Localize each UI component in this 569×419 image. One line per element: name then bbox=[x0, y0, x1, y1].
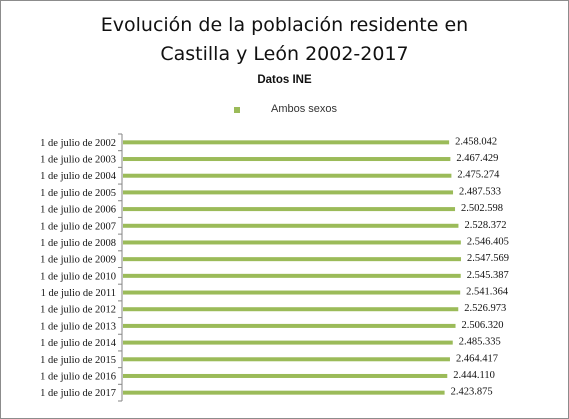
category-label: 1 de julio de 2011 bbox=[41, 288, 116, 299]
bar bbox=[123, 173, 452, 178]
data-label: 2.444.110 bbox=[453, 370, 495, 381]
category-label: 1 de julio de 2017 bbox=[40, 388, 116, 399]
data-label: 2.487.533 bbox=[459, 186, 501, 197]
bar bbox=[123, 323, 456, 328]
data-label: 2.423.875 bbox=[451, 387, 493, 398]
category-label: 1 de julio de 2005 bbox=[40, 188, 116, 199]
bar bbox=[123, 190, 454, 195]
legend-label: Ambos sexos bbox=[271, 103, 338, 115]
bar bbox=[123, 207, 456, 212]
data-label: 2.464.417 bbox=[456, 353, 498, 364]
category-label: 1 de julio de 2007 bbox=[40, 221, 116, 232]
bar bbox=[123, 240, 461, 245]
category-label: 1 de julio de 2013 bbox=[40, 321, 116, 332]
data-label: 2.502.598 bbox=[461, 203, 503, 214]
bar bbox=[123, 257, 461, 262]
category-label: 1 de julio de 2002 bbox=[40, 138, 116, 149]
category-label: 1 de julio de 2003 bbox=[40, 155, 116, 166]
data-label: 2.541.364 bbox=[466, 287, 509, 298]
chart-title-line-1: Evolución de la población residente en bbox=[100, 14, 469, 36]
category-label: 1 de julio de 2009 bbox=[40, 255, 116, 266]
bar bbox=[123, 390, 445, 395]
bar bbox=[123, 373, 448, 378]
category-label: 1 de julio de 2015 bbox=[40, 355, 116, 366]
category-label: 1 de julio de 2010 bbox=[40, 271, 116, 282]
data-label: 2.526.973 bbox=[464, 303, 506, 314]
category-label: 1 de julio de 2008 bbox=[40, 238, 116, 249]
data-label: 2.475.274 bbox=[457, 170, 500, 181]
chart-subtitle: Datos INE bbox=[257, 74, 312, 86]
chart-title: Evolución de la población residente en C… bbox=[1, 11, 568, 69]
data-label: 2.547.569 bbox=[467, 253, 509, 264]
chart-title-line-2: Castilla y León 2002-2017 bbox=[160, 43, 409, 65]
category-label: 1 de julio de 2004 bbox=[40, 171, 117, 182]
data-label: 2.545.387 bbox=[467, 270, 509, 281]
bar bbox=[123, 307, 459, 312]
bar bbox=[123, 273, 461, 278]
category-label: 1 de julio de 2014 bbox=[40, 338, 117, 349]
category-label: 1 de julio de 2016 bbox=[40, 371, 116, 382]
bar bbox=[123, 340, 453, 345]
data-label: 2.485.335 bbox=[459, 337, 501, 348]
category-label: 1 de julio de 2012 bbox=[40, 305, 116, 316]
bar bbox=[123, 223, 459, 228]
bar bbox=[123, 357, 450, 362]
legend-swatch bbox=[234, 107, 240, 113]
data-label: 2.458.042 bbox=[455, 136, 497, 147]
data-label: 2.467.429 bbox=[456, 153, 498, 164]
data-label: 2.506.320 bbox=[462, 320, 504, 331]
data-label: 2.528.372 bbox=[464, 220, 506, 231]
category-label: 1 de julio de 2006 bbox=[40, 205, 116, 216]
bar bbox=[123, 290, 461, 295]
bar bbox=[123, 140, 450, 145]
bar bbox=[123, 157, 451, 162]
data-label: 2.546.405 bbox=[467, 236, 509, 247]
